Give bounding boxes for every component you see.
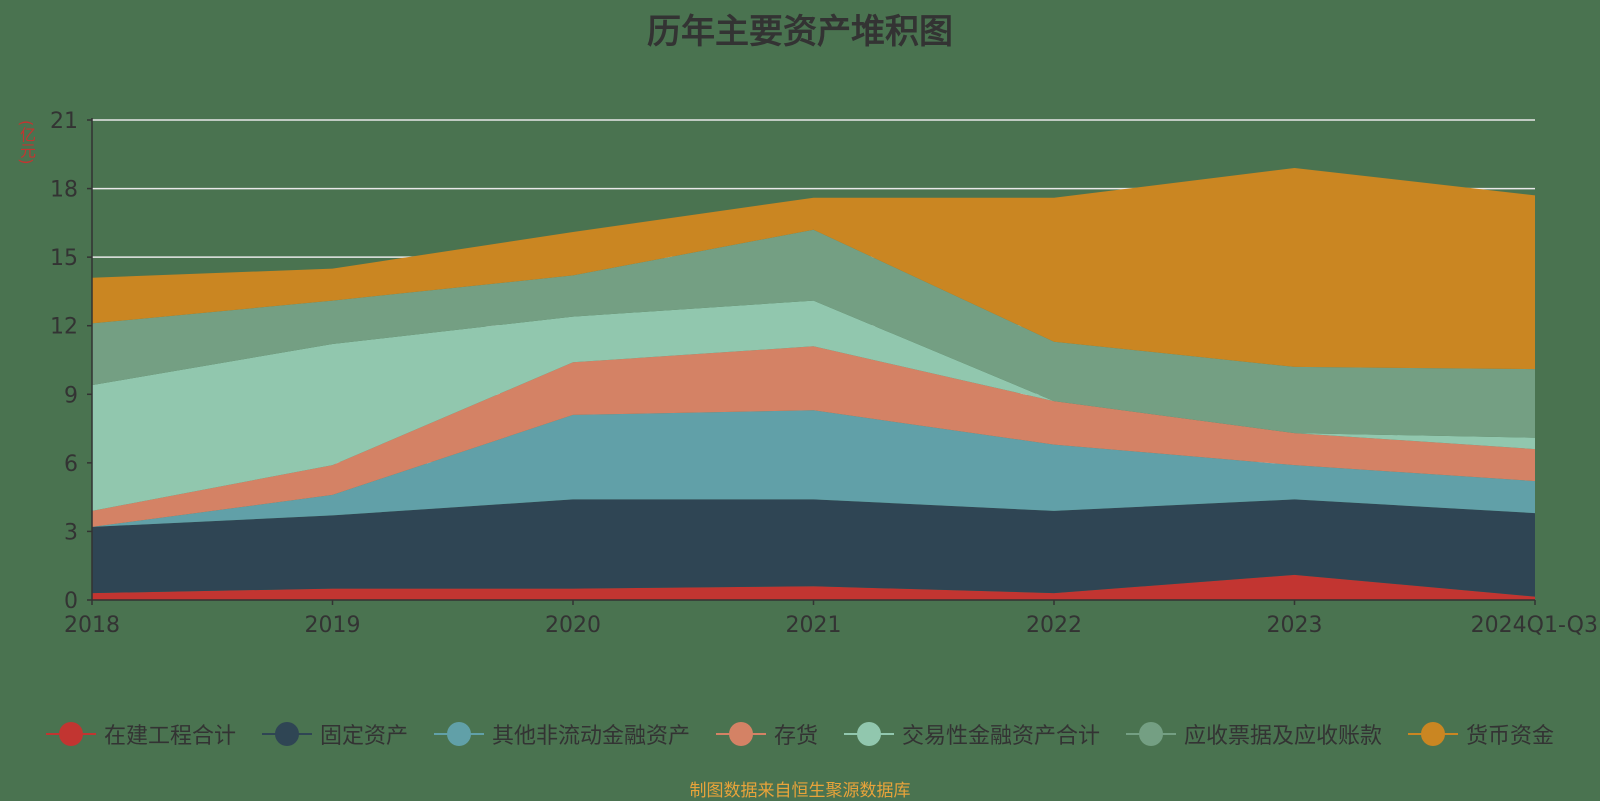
area-series-6[interactable] [92, 168, 1535, 370]
y-tick-label: 21 [50, 109, 78, 134]
legend-item-3[interactable]: 存货 [715, 718, 818, 750]
legend-marker-icon [45, 722, 96, 746]
x-tick-label: 2022 [1026, 613, 1082, 638]
legend-item-4[interactable]: 交易性金融资产合计 [844, 718, 1100, 750]
legend-marker-icon [844, 722, 894, 746]
area-series-1[interactable] [92, 499, 1535, 597]
y-tick-label: 15 [50, 246, 78, 271]
legend-label: 货币资金 [1466, 724, 1555, 749]
stacked-area-chart: 0 3 6 9 12 15 18 21 2018 2019 2020 2021 2022 2023 2024… [50, 109, 1598, 638]
x-tick-label: 2021 [786, 613, 842, 638]
legend-item-2[interactable]: 其他非流动金融资产 [433, 718, 690, 750]
legend-marker-icon [433, 722, 484, 746]
legend-item-6[interactable]: 货币资金 [1408, 718, 1554, 750]
legend-label: 存货 [773, 724, 818, 749]
legend: 在建工程合计 固定资产 其他非流动金融资产 存货 交易性金融资产合计 应收票据及应收账款 货… [0, 714, 1600, 754]
area-series-5[interactable] [92, 229, 1535, 438]
area-series-4[interactable] [92, 300, 1535, 511]
y-tick-label: 0 [64, 589, 78, 614]
chart-title: 历年主要资产堆积图 [647, 12, 953, 52]
area-series-0[interactable] [92, 574, 1535, 600]
y-axis-unit-label: (亿元) [17, 120, 36, 165]
y-tick-label: 18 [50, 178, 78, 203]
legend-label: 应收票据及应收账款 [1184, 724, 1383, 749]
legend-item-0[interactable]: 在建工程合计 [45, 718, 236, 750]
legend-label: 在建工程合计 [103, 724, 236, 749]
x-tick-label: 2024Q1-Q3 [1471, 613, 1598, 638]
y-tick-label: 3 [64, 520, 78, 545]
x-tick-label: 2020 [545, 613, 601, 638]
area-series-3[interactable] [92, 346, 1535, 527]
legend-marker-icon [715, 722, 766, 746]
x-tick-label: 2023 [1267, 613, 1323, 638]
legend-label: 交易性金融资产合计 [902, 724, 1101, 749]
legend-item-1[interactable]: 固定资产 [261, 718, 408, 750]
area-series-2[interactable] [92, 410, 1535, 527]
legend-marker-icon [261, 722, 312, 746]
y-tick-label: 9 [64, 383, 78, 408]
x-tick-label: 2018 [64, 613, 120, 638]
legend-item-5[interactable]: 应收票据及应收账款 [1126, 718, 1382, 750]
axes: 0 3 6 9 12 15 18 21 2018 2019 2020 2021 2022 2023 2024… [50, 109, 1598, 638]
source-note: 制图数据来自恒生聚源数据库 [689, 781, 911, 801]
y-tick-label: 6 [64, 452, 78, 477]
legend-marker-icon [1126, 722, 1177, 746]
legend-label: 其他非流动金融资产 [491, 724, 690, 749]
y-tick-label: 12 [50, 315, 78, 340]
legend-label: 固定资产 [319, 724, 408, 749]
legend-marker-icon [1408, 722, 1459, 746]
x-tick-label: 2019 [305, 613, 361, 638]
area-series [92, 168, 1535, 600]
